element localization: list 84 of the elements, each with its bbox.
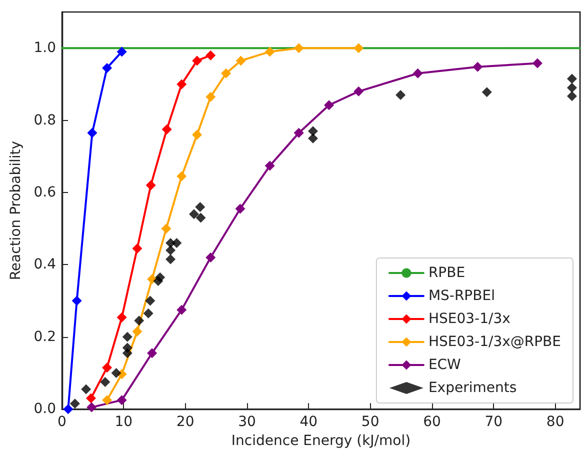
point <box>235 204 246 214</box>
y-tick-label: 0.6 <box>34 184 56 200</box>
point <box>102 395 112 406</box>
y-tick-label: 0.0 <box>34 401 56 418</box>
x-tick-label: 40 <box>300 414 318 430</box>
legend-label: RPBE <box>428 265 466 281</box>
point <box>532 58 542 68</box>
point <box>206 92 216 102</box>
point <box>206 252 216 262</box>
point <box>264 160 275 171</box>
legend-label: HSE03-1/3x <box>428 311 510 327</box>
y-tick-label: 1.0 <box>34 40 56 56</box>
point <box>111 368 122 378</box>
point <box>86 402 97 412</box>
point <box>566 82 577 93</box>
x-tick-label: 60 <box>423 414 441 430</box>
point <box>294 128 304 138</box>
point <box>176 171 187 182</box>
point <box>472 62 483 72</box>
point <box>166 245 176 256</box>
point <box>206 50 216 60</box>
point <box>122 332 132 342</box>
point <box>176 79 187 90</box>
point <box>116 312 127 322</box>
point <box>308 126 318 136</box>
point <box>81 384 92 394</box>
point <box>195 202 206 212</box>
point <box>70 398 80 409</box>
x-tick-label: 50 <box>361 414 380 430</box>
point <box>132 243 142 254</box>
point <box>122 348 132 358</box>
point <box>188 209 199 220</box>
point <box>308 133 318 144</box>
point <box>264 46 275 57</box>
point <box>155 272 166 282</box>
point <box>196 212 206 223</box>
point <box>87 128 98 138</box>
x-tick-label: 80 <box>546 414 564 430</box>
point <box>354 43 364 54</box>
point <box>236 56 246 66</box>
y-tick-label: 0.2 <box>34 328 56 345</box>
point <box>147 348 158 358</box>
point <box>146 180 156 190</box>
x-axis-title: Incidence Energy (kJ/mol) <box>231 433 411 449</box>
point <box>192 130 202 140</box>
x-tick-label: 0 <box>58 414 66 430</box>
y-tick-label: 0.4 <box>34 256 56 273</box>
point <box>482 87 492 98</box>
point <box>566 74 577 84</box>
point <box>192 56 202 66</box>
point <box>294 43 304 54</box>
point <box>145 296 156 306</box>
point <box>116 46 127 57</box>
point <box>132 326 142 336</box>
point <box>221 68 232 78</box>
legend-label: Experiments <box>428 380 517 396</box>
point <box>134 316 144 326</box>
point <box>102 362 112 373</box>
point <box>324 100 334 110</box>
point <box>166 254 176 264</box>
y-tick-label: 0.8 <box>34 112 56 128</box>
point <box>72 296 82 306</box>
point <box>86 393 96 404</box>
point <box>412 68 423 78</box>
point <box>176 304 187 315</box>
point <box>162 124 172 134</box>
point <box>63 404 74 414</box>
legend-label: HSE03-1/3x@RPBE <box>428 334 561 350</box>
point <box>354 86 364 96</box>
x-tick-label: 70 <box>484 414 503 430</box>
point <box>396 90 406 100</box>
point <box>143 308 154 318</box>
point <box>161 224 172 234</box>
x-tick-label: 20 <box>176 414 194 430</box>
point <box>566 91 577 102</box>
point <box>172 238 182 248</box>
point <box>100 377 110 388</box>
y-axis-title: Reaction Probability <box>8 140 24 280</box>
legend-label: MS-RPBEl <box>428 288 495 304</box>
point <box>116 395 127 406</box>
legend-label: ECW <box>428 357 462 373</box>
point <box>102 62 112 73</box>
x-tick-label: 10 <box>114 414 133 430</box>
x-tick-label: 30 <box>238 414 256 430</box>
